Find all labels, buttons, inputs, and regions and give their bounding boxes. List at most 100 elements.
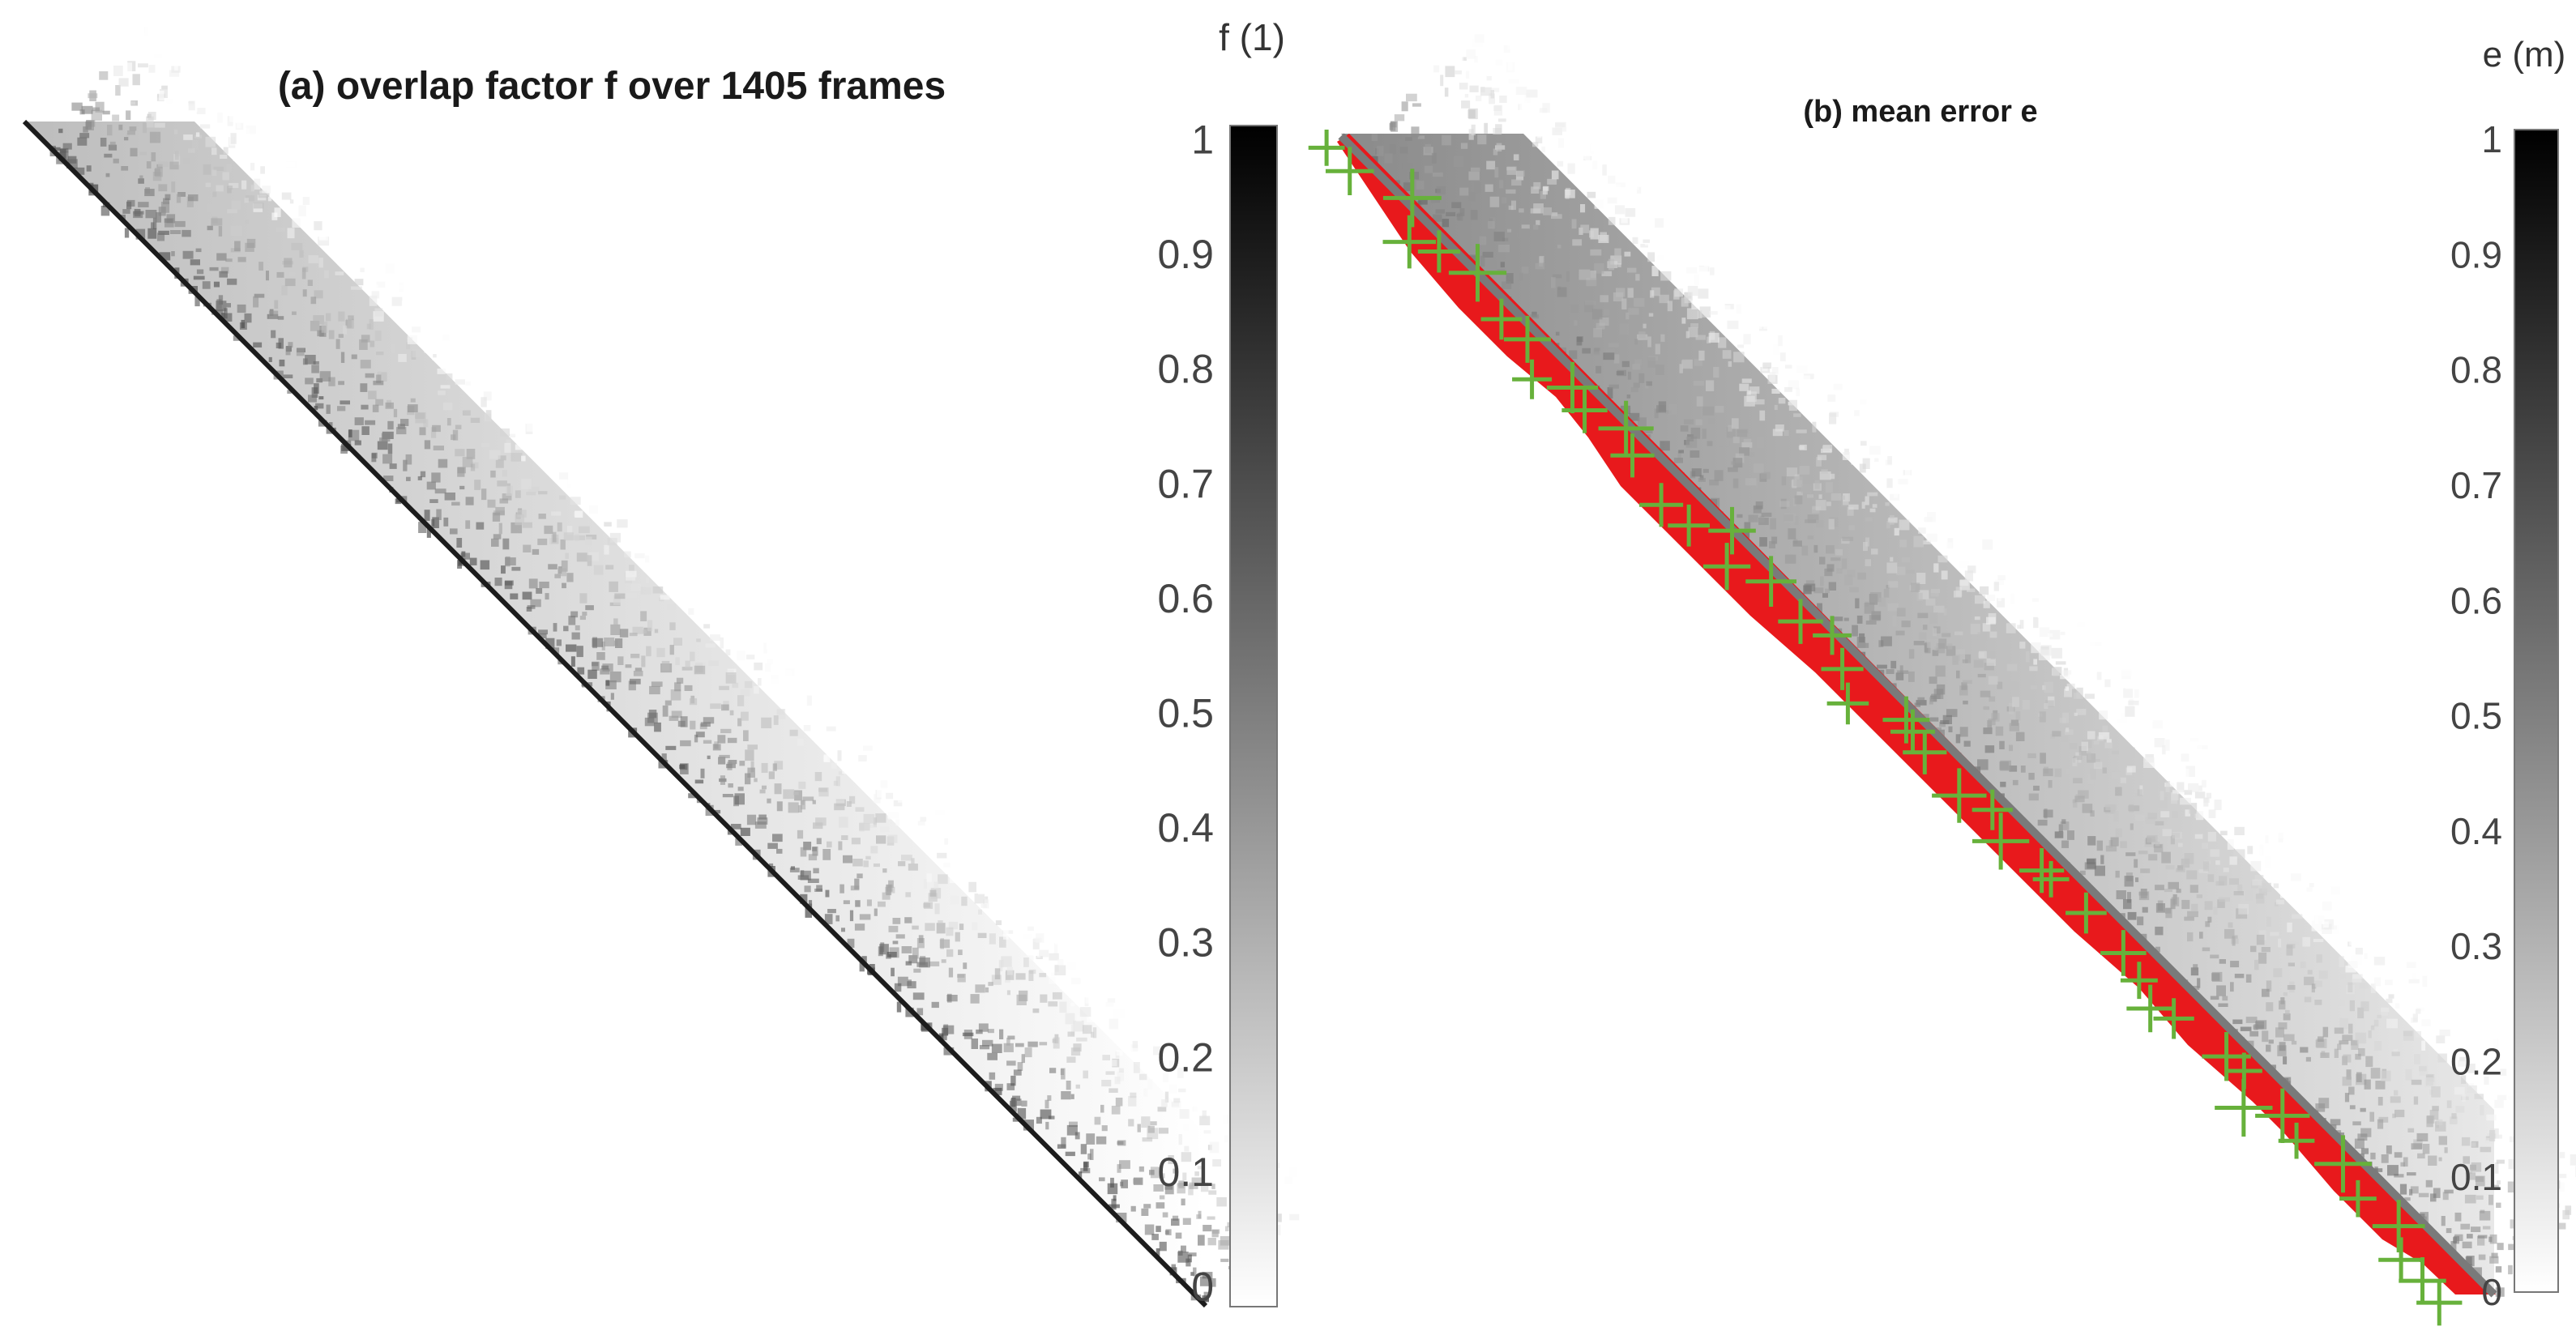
heatmap-cell [2208, 809, 2216, 818]
heatmap-cell [566, 644, 577, 652]
heatmap-cell [451, 501, 460, 506]
heatmap-cell [1753, 505, 1762, 514]
heatmap-cell [1813, 544, 1818, 553]
heatmap-cell [484, 413, 492, 422]
heatmap-cell [2360, 1001, 2369, 1012]
match-marker [1503, 315, 1552, 363]
heatmap-cell [1933, 626, 1941, 633]
heatmap-cell [1526, 89, 1538, 98]
heatmap-cell [77, 137, 88, 146]
heatmap-cell [670, 689, 681, 701]
heatmap-cell [2124, 876, 2134, 887]
heatmap-cell [1083, 1161, 1089, 1168]
heatmap-cell [717, 735, 726, 744]
heatmap-cell [365, 420, 376, 425]
heatmap-cell [1779, 501, 1790, 507]
heatmap-cell [2273, 968, 2283, 978]
colorbar-tick-label: 0.8 [1157, 347, 1214, 392]
heatmap-cell [2031, 642, 2041, 654]
heatmap-cell [1130, 1023, 1136, 1030]
heatmap-cell [340, 400, 350, 405]
heatmap-cell [2257, 849, 2262, 861]
heatmap-cell [904, 917, 912, 923]
heatmap-cell [260, 143, 269, 151]
heatmap-cell [2314, 915, 2325, 923]
heatmap-cell [1518, 272, 1523, 281]
heatmap-cell [1942, 714, 1952, 724]
heatmap-cell [1376, 146, 1384, 156]
heatmap-cell [2465, 1256, 2472, 1265]
match-marker [1932, 768, 1987, 823]
heatmap-cell [426, 481, 436, 490]
heatmap-cell [647, 620, 653, 632]
heatmap-cell [1495, 124, 1502, 134]
heatmap-cell [1017, 1107, 1027, 1120]
heatmap-cell [1474, 56, 1478, 63]
heatmap-cell [1955, 734, 1961, 744]
heatmap-cell [675, 657, 680, 665]
heatmap-cell [2181, 753, 2189, 762]
heatmap-cell [2044, 597, 2049, 608]
heatmap-cell [160, 202, 170, 213]
heatmap-cell [175, 58, 184, 62]
heatmap-cell [1769, 309, 1775, 313]
heatmap-cell [1157, 1107, 1167, 1112]
heatmap-cell [2258, 952, 2267, 964]
heatmap-cell [321, 322, 328, 333]
heatmap-cell [977, 886, 985, 895]
heatmap-cell [1865, 517, 1873, 522]
heatmap-cell [593, 565, 604, 575]
heatmap-cell [802, 796, 814, 801]
heatmap-cell [1137, 1124, 1141, 1132]
heatmap-cell [1737, 429, 1748, 437]
heatmap-cell [937, 852, 947, 859]
heatmap-cell [220, 267, 229, 274]
heatmap-cell [1916, 592, 1923, 601]
heatmap-cell [1814, 480, 1820, 489]
heatmap-cell [798, 804, 802, 813]
heatmap-cell [2061, 736, 2069, 742]
heatmap-cell [2480, 1146, 2492, 1153]
heatmap-cell [1713, 366, 1719, 378]
heatmap-cell [511, 522, 523, 534]
heatmap-cell [584, 536, 592, 546]
heatmap-cell [1931, 693, 1941, 699]
heatmap-cell [1635, 168, 1642, 176]
heatmap-cell [2406, 962, 2416, 968]
heatmap-cell [1608, 343, 1619, 348]
heatmap-cell [1087, 1153, 1091, 1160]
heatmap-cell [1733, 352, 1745, 363]
heatmap-cell [1698, 288, 1709, 299]
heatmap-cell [987, 1029, 994, 1034]
heatmap-cell [645, 578, 650, 584]
heatmap-cell [2133, 670, 2140, 680]
heatmap-cell [1816, 520, 1824, 528]
heatmap-cell [1567, 143, 1571, 153]
heatmap-cell [371, 453, 377, 463]
heatmap-cell [1739, 447, 1749, 456]
heatmap-cell [1540, 191, 1546, 199]
heatmap-cell [2137, 916, 2144, 926]
heatmap-cell [1913, 535, 1925, 548]
heatmap-cell [2104, 679, 2111, 688]
heatmap-cell [2469, 1017, 2477, 1027]
panel-a-colorbar-ramp [1229, 125, 1278, 1307]
heatmap-cell [2337, 1043, 2342, 1051]
heatmap-cell [2125, 684, 2134, 689]
heatmap-cell [838, 771, 844, 775]
heatmap-cell [1492, 87, 1500, 92]
heatmap-cell [1160, 1054, 1170, 1058]
heatmap-cell [156, 232, 165, 241]
heatmap-cell [1557, 287, 1567, 297]
heatmap-cell [2030, 685, 2038, 689]
heatmap-cell [2424, 973, 2433, 977]
heatmap-cell [873, 863, 880, 868]
heatmap-cell [423, 419, 429, 428]
heatmap-cell [739, 622, 744, 630]
heatmap-cell [205, 182, 211, 187]
heatmap-cell [100, 138, 107, 147]
heatmap-cell [538, 514, 546, 519]
heatmap-cell [515, 514, 524, 526]
heatmap-cell [2262, 988, 2270, 997]
heatmap-cell [1571, 219, 1577, 229]
